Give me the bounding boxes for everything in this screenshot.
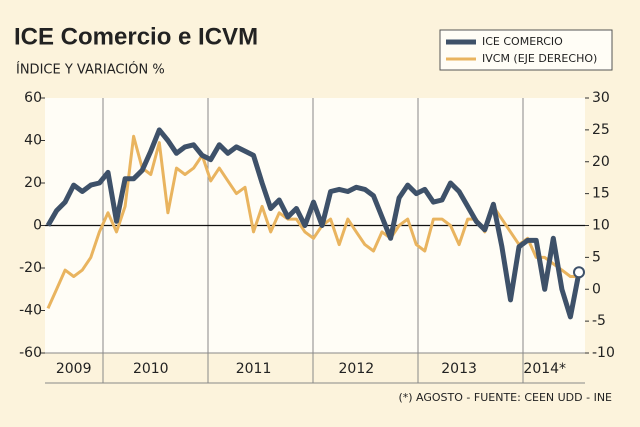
x-tick-label: 2011 (236, 361, 272, 377)
y-tick-label: 20 (24, 175, 42, 191)
x-tick-label: 2010 (133, 361, 169, 377)
legend: ICE COMERCIO IVCM (EJE DERECHO) (439, 29, 613, 71)
y-tick-label: -20 (19, 260, 42, 276)
y2-tick-label: 25 (592, 122, 610, 138)
y2-tick-label: 0 (592, 281, 601, 297)
y-tick-label: 40 (24, 133, 42, 149)
year-dividers (45, 98, 585, 384)
y2-tick-label: -5 (592, 313, 606, 329)
legend-label: IVCM (EJE DERECHO) (482, 52, 597, 65)
y2-tick-label: -10 (592, 345, 615, 361)
y-tick-label: -40 (19, 303, 42, 319)
legend-label: ICE COMERCIO (482, 35, 563, 48)
y-tick-label: 60 (24, 90, 42, 106)
x-tick-label: 2009 (56, 361, 92, 377)
y-tick-label: -60 (19, 345, 42, 361)
chart-title: ICE Comercio e ICVM (14, 23, 258, 50)
y2-tick-label: 15 (592, 186, 610, 202)
legend-box (439, 29, 613, 71)
x-tick-label: 2012 (339, 361, 375, 377)
x-tick-label: 2013 (441, 361, 477, 377)
end-marker (573, 266, 585, 279)
source-note: (*) AGOSTO - FUENTE: CEEN UDD - INE (398, 391, 612, 404)
chart-subtitle: ÍNDICE Y VARIACIÓN % (16, 62, 165, 78)
series-line (45, 127, 582, 320)
y2-tick-label: 5 (592, 249, 601, 265)
y-tick-label: 0 (33, 218, 42, 234)
y2-tick-label: 20 (592, 154, 610, 170)
y2-tick-label: 30 (592, 90, 610, 106)
y2-tick-label: 10 (592, 218, 610, 234)
x-tick-label: 2014* (523, 361, 566, 377)
